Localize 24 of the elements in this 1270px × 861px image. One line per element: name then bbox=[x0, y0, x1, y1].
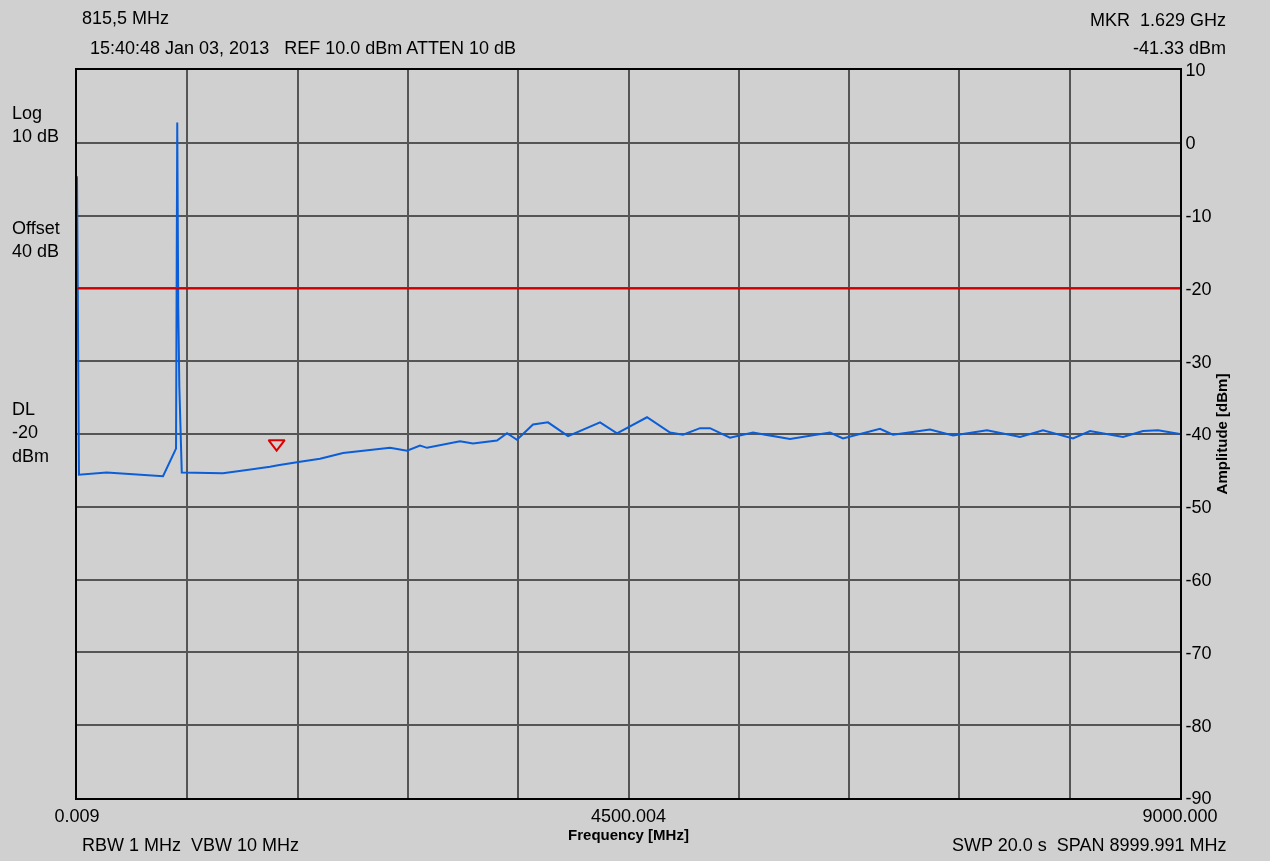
text: Log 10 dB bbox=[12, 103, 60, 147]
x-axis-title: Frequency [MHz] bbox=[568, 825, 689, 843]
x-tick-label: 0.009 bbox=[54, 805, 100, 826]
y-tick-label: 0 bbox=[1185, 133, 1196, 154]
text: 15:40:48 Jan 03, 2013 REF 10.0 dBm ATTEN 10 dB bbox=[90, 38, 516, 58]
y-tick-label: -70 bbox=[1185, 642, 1212, 663]
text: SWP 20.0 s SPAN 8999.991 MHz bbox=[952, 835, 1227, 855]
line-series bbox=[77, 121, 1180, 478]
y-tick-label: 10 bbox=[1185, 60, 1206, 81]
text: MKR 1.629 GHz bbox=[1090, 10, 1227, 30]
y-tick-label: -60 bbox=[1185, 569, 1212, 590]
y-tick-label: -30 bbox=[1185, 351, 1212, 372]
y-tick-label: -40 bbox=[1185, 424, 1212, 445]
text: -41.33 dBm bbox=[1133, 38, 1227, 58]
y-axis-title: Amplitude [dBm] bbox=[1213, 373, 1231, 495]
text: DL -20 dBm bbox=[12, 399, 50, 466]
text: Offset 40 dB bbox=[12, 218, 60, 262]
text: RBW 1 MHz VBW 10 MHz bbox=[82, 835, 300, 855]
x-tick-label: 4500.004 bbox=[590, 805, 667, 826]
y-tick-label: -50 bbox=[1185, 497, 1212, 518]
y-tick-label: -10 bbox=[1185, 205, 1212, 226]
y-tick-label: -20 bbox=[1185, 278, 1212, 299]
text: 815,5 MHz bbox=[82, 8, 170, 28]
y-tick-label: -80 bbox=[1185, 715, 1212, 736]
